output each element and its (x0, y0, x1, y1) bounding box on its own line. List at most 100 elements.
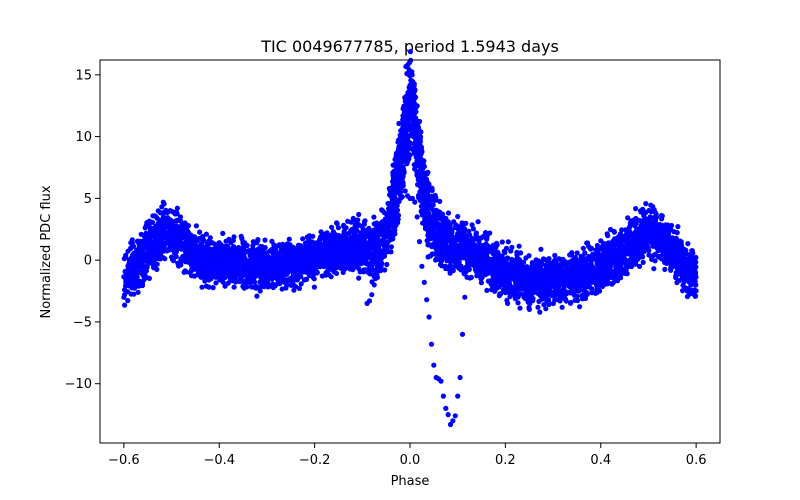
data-point (363, 267, 369, 273)
data-point (429, 251, 435, 257)
data-point (591, 255, 597, 261)
data-point (198, 244, 204, 250)
data-point (428, 205, 434, 211)
data-point (460, 254, 466, 260)
data-point (216, 240, 222, 246)
data-point (348, 219, 354, 225)
data-point (169, 220, 175, 226)
data-point (267, 248, 273, 254)
data-point (431, 211, 437, 217)
data-point (222, 268, 228, 274)
data-point (271, 242, 277, 248)
data-point (429, 193, 435, 199)
data-point (543, 279, 549, 285)
data-point (256, 268, 262, 274)
data-point (417, 118, 423, 125)
data-point (274, 250, 280, 256)
data-point (256, 254, 262, 260)
data-point (369, 262, 375, 269)
data-point (526, 275, 532, 281)
data-point (226, 261, 232, 268)
data-point (174, 205, 180, 211)
data-point (409, 72, 415, 78)
data-point (407, 140, 414, 146)
data-point (288, 268, 294, 274)
data-point (445, 219, 451, 225)
data-point (374, 274, 380, 280)
data-point (446, 244, 452, 250)
data-point (403, 102, 409, 108)
data-point (287, 260, 293, 266)
data-point (562, 267, 568, 273)
data-point (304, 234, 310, 240)
data-point (552, 293, 558, 299)
data-point (231, 262, 237, 268)
data-point (532, 276, 539, 282)
data-point (178, 218, 184, 224)
data-point (361, 221, 367, 227)
data-point (470, 226, 476, 232)
data-point (209, 240, 215, 246)
data-point (432, 231, 438, 237)
data-point (473, 230, 479, 236)
data-point (241, 255, 247, 262)
data-point (430, 226, 436, 232)
data-point (525, 268, 531, 274)
data-point (155, 255, 161, 261)
data-point (131, 272, 138, 278)
data-point (246, 262, 252, 268)
data-point (307, 251, 313, 257)
data-point (546, 301, 552, 307)
data-point (257, 288, 263, 294)
data-point (499, 239, 505, 245)
data-point (161, 201, 167, 207)
data-point (298, 281, 304, 287)
data-point (381, 253, 388, 259)
data-point (226, 254, 233, 260)
data-point (251, 247, 257, 253)
data-point (385, 239, 391, 245)
data-point (399, 194, 405, 200)
data-point (412, 147, 419, 153)
data-point (466, 228, 472, 234)
data-point (581, 275, 587, 281)
data-point (483, 250, 489, 256)
data-point (248, 284, 254, 290)
data-point (478, 280, 484, 286)
data-point (488, 246, 494, 252)
data-point (504, 255, 510, 261)
data-point (341, 237, 347, 243)
data-point (436, 221, 442, 227)
data-point (123, 271, 129, 277)
data-point (220, 230, 226, 236)
data-point (509, 244, 515, 250)
data-point (355, 217, 361, 223)
data-point (448, 248, 454, 254)
data-point (311, 284, 317, 290)
data-point (270, 281, 276, 287)
data-point (589, 287, 595, 293)
data-point (541, 302, 547, 308)
data-point (584, 291, 590, 297)
data-point (451, 219, 457, 225)
data-point (245, 258, 251, 264)
data-point (405, 133, 411, 139)
data-point (535, 304, 541, 310)
data-point (354, 249, 360, 255)
data-point (121, 294, 127, 300)
data-point (455, 226, 461, 232)
data-point (254, 293, 260, 299)
data-point (161, 245, 167, 251)
data-point (469, 239, 475, 245)
data-point (306, 264, 312, 270)
data-point (356, 211, 362, 218)
data-point (249, 251, 255, 257)
data-point (198, 262, 204, 269)
data-point (195, 236, 201, 242)
data-point (382, 267, 388, 273)
data-point (240, 239, 246, 245)
data-point (332, 236, 338, 242)
data-point (563, 261, 569, 267)
data-point (360, 232, 366, 238)
data-point (313, 263, 319, 269)
